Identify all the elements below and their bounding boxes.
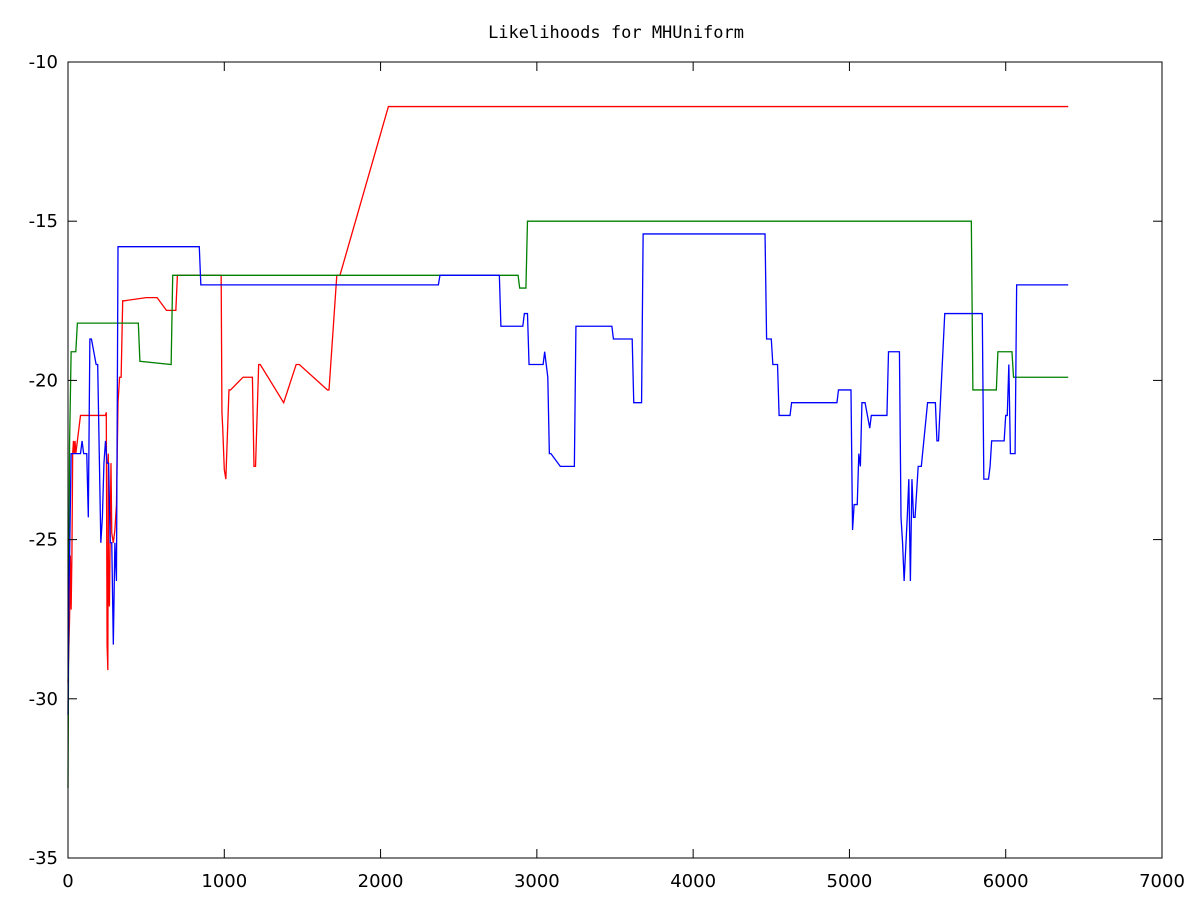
series-line-1: [67, 105, 1069, 683]
x-tick-label: 5000: [827, 871, 873, 892]
series-line-2: [67, 220, 1069, 788]
x-tick-label: 2000: [358, 871, 404, 892]
x-tick-label: 3000: [514, 871, 560, 892]
series-line-3: [67, 233, 1069, 715]
y-tick-label: -30: [29, 689, 58, 710]
y-tick-label: -35: [29, 848, 58, 869]
x-tick-label: 4000: [670, 871, 716, 892]
x-tick-label: 1000: [201, 871, 247, 892]
chart-title: Likelihoods for MHUniform: [488, 23, 744, 43]
series-layer: [67, 105, 1069, 788]
x-tick-label: 0: [62, 871, 73, 892]
plot-frame: [67, 61, 1163, 859]
y-tick-label: -15: [29, 211, 58, 232]
y-tick-label: -10: [29, 52, 58, 73]
y-axis: -10 -15 -20 -25 -30 -35: [29, 52, 1162, 869]
x-axis: 0 1000 2000 3000 4000 5000 6000 7000: [62, 62, 1185, 892]
y-tick-label: -25: [29, 530, 58, 551]
x-tick-label: 7000: [1139, 871, 1185, 892]
y-tick-label: -20: [29, 370, 58, 391]
x-tick-label: 6000: [983, 871, 1029, 892]
